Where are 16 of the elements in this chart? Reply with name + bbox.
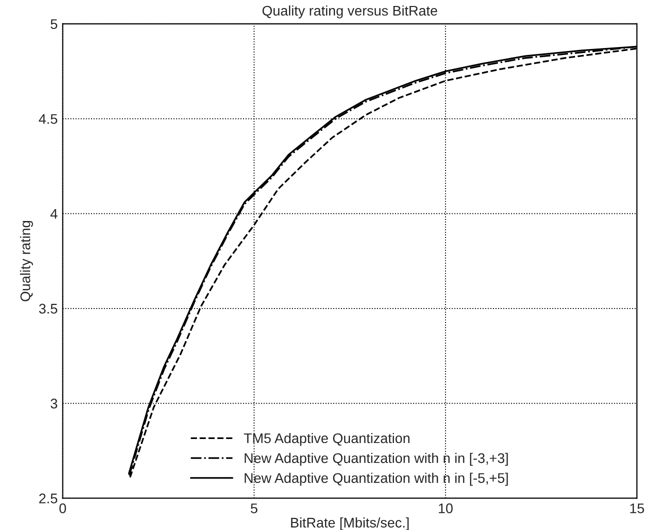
y-tick-label: 2.5 [39,494,58,504]
y-tick-label: 3.5 [39,304,58,314]
legend-label: TM5 Adaptive Quantization [244,432,410,446]
x-tick-label: 15 [630,504,644,514]
legend-label: New Adaptive Quantization with n in [-5,+5] [244,472,508,486]
chart-title: Quality rating versus BitRate [262,5,438,18]
x-tick-label: 0 [59,503,66,514]
y-tick-label: 4.5 [38,114,58,124]
legend-label: New Adaptive Quantization with n in [-3,+3] [244,452,508,466]
x-tick-label: 10 [438,503,453,514]
x-axis-title: BitRate [Mbits/sec.] [291,517,409,530]
y-tick-label: 3 [50,398,58,408]
y-tick-label: 4 [50,209,58,219]
y-axis-title: Quality rating [20,221,33,302]
x-tick-label: 5 [250,504,258,514]
y-tick-label: 5 [50,19,58,30]
